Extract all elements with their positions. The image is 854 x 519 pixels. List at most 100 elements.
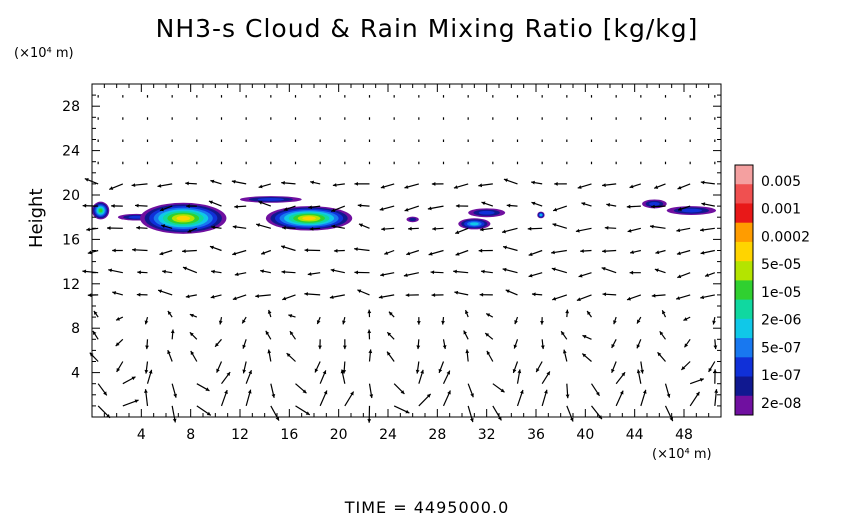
wind-vector-head xyxy=(654,268,659,273)
wind-vector-head xyxy=(331,208,336,212)
wind-vector-head xyxy=(159,207,164,212)
wind-vector-head xyxy=(405,409,410,414)
wind-vector-head xyxy=(232,225,237,229)
wind-vector-head xyxy=(627,228,632,233)
wind-vector-head xyxy=(247,389,252,394)
wind-vector-head xyxy=(519,389,524,394)
wind-vector-head xyxy=(714,389,719,393)
wind-vector-head xyxy=(282,296,287,301)
wind-vector-head xyxy=(629,270,634,275)
y-tick-label: 16 xyxy=(62,232,80,248)
wind-vector-head xyxy=(82,269,87,274)
colorbar-label: 5e-05 xyxy=(761,257,801,273)
wind-vector-head xyxy=(357,203,362,208)
wind-vector-head xyxy=(430,270,435,275)
wind-vector-head xyxy=(258,184,263,189)
wind-vector-head xyxy=(531,201,536,206)
wind-vector-head xyxy=(470,418,474,423)
cloud-contour xyxy=(257,198,285,201)
y-tick-label: 24 xyxy=(62,144,80,160)
wind-vector-head xyxy=(86,227,91,232)
wind-vector-head xyxy=(135,203,139,208)
wind-vector-head xyxy=(582,335,587,339)
cloud-contour xyxy=(469,222,479,226)
wind-vector-head xyxy=(455,230,460,234)
wind-vector-head xyxy=(185,181,189,186)
colorbar: 0.005 0.001 0.0002 5e-05 1e-05 2e-06 5e-07 1e-0… xyxy=(734,164,810,416)
wind-vector-head xyxy=(602,292,607,297)
colorbar-swatch xyxy=(735,299,753,320)
wind-vector-head xyxy=(700,295,705,300)
wind-vector-head xyxy=(358,223,363,228)
wind-vector-head xyxy=(242,369,247,374)
wind-vector-head xyxy=(481,269,485,274)
wind-vector-head xyxy=(626,204,631,209)
wind-vector-head xyxy=(314,368,319,373)
wind-vector-head xyxy=(540,345,545,350)
wind-vector-head xyxy=(713,345,718,350)
x-tick-label: 20 xyxy=(330,427,348,443)
wind-vector-head xyxy=(380,272,385,277)
wind-vector-head xyxy=(305,411,310,415)
wind-vector-head xyxy=(302,389,307,394)
y-tick-label: 12 xyxy=(62,277,80,293)
wind-vector-head xyxy=(478,183,483,188)
wind-vector-head xyxy=(226,372,231,377)
wind-vector-head xyxy=(512,368,517,373)
wind-vector-head xyxy=(455,252,460,256)
wind-vector-head xyxy=(404,185,409,189)
wind-vector-head xyxy=(182,249,186,254)
colorbar-swatch xyxy=(735,357,753,378)
wind-vector-head xyxy=(636,344,641,349)
wind-vector-head xyxy=(281,270,286,274)
colorbar-swatch xyxy=(735,222,753,243)
wind-vector-head xyxy=(161,224,166,228)
wind-vector-head xyxy=(595,391,600,396)
wind-vector-head xyxy=(654,185,659,189)
wind-vector-head xyxy=(260,269,265,274)
wind-vector-head xyxy=(513,344,518,349)
wind-vector-head xyxy=(182,266,187,271)
wind-vector-head xyxy=(384,251,389,255)
wind-vector-head xyxy=(354,181,358,186)
wind-vector-head xyxy=(309,226,314,231)
wind-vector-layer xyxy=(82,95,719,423)
cloud-contour xyxy=(98,208,103,213)
colorbar-label: 2e-08 xyxy=(761,396,801,412)
wind-vector-head xyxy=(695,391,700,396)
cloud-contour xyxy=(649,201,660,206)
colorbar-swatch xyxy=(735,184,753,204)
colorbar-label: 0.005 xyxy=(761,174,801,190)
wind-vector-head xyxy=(447,390,451,395)
wind-vector-head xyxy=(136,225,140,230)
wind-vector-head xyxy=(144,320,149,325)
wind-vector-head xyxy=(148,369,153,374)
wind-vector-head xyxy=(304,248,309,253)
cloud-contour xyxy=(680,208,702,213)
wind-vector-head xyxy=(93,310,98,315)
wind-vector-head xyxy=(464,310,469,315)
wind-vector-head xyxy=(232,296,237,301)
colorbar-swatch xyxy=(735,261,753,281)
wind-vector-head xyxy=(575,228,580,233)
colorbar-label: 2e-06 xyxy=(761,313,801,329)
wind-vector-head xyxy=(131,376,136,381)
wind-vector-head xyxy=(578,273,583,278)
wind-vector-head xyxy=(205,387,210,391)
wind-vector-head xyxy=(185,294,190,299)
wind-vector-head xyxy=(627,296,631,301)
wind-vector-head xyxy=(106,226,111,230)
wind-vector-head xyxy=(676,251,681,256)
colorbar-frame xyxy=(734,164,754,416)
wind-vector-head xyxy=(224,390,228,394)
wind-vector-head xyxy=(367,329,372,334)
wind-vector-head xyxy=(144,389,148,393)
wind-vector-head xyxy=(131,183,136,188)
wind-vector-head xyxy=(416,321,421,325)
x-tick-label: 40 xyxy=(576,427,594,443)
wind-vector-head xyxy=(162,269,166,274)
wind-vector-head xyxy=(713,369,717,373)
wind-vector-head xyxy=(157,183,162,188)
wind-vector-head xyxy=(132,247,136,252)
wind-vector-head xyxy=(84,178,89,182)
